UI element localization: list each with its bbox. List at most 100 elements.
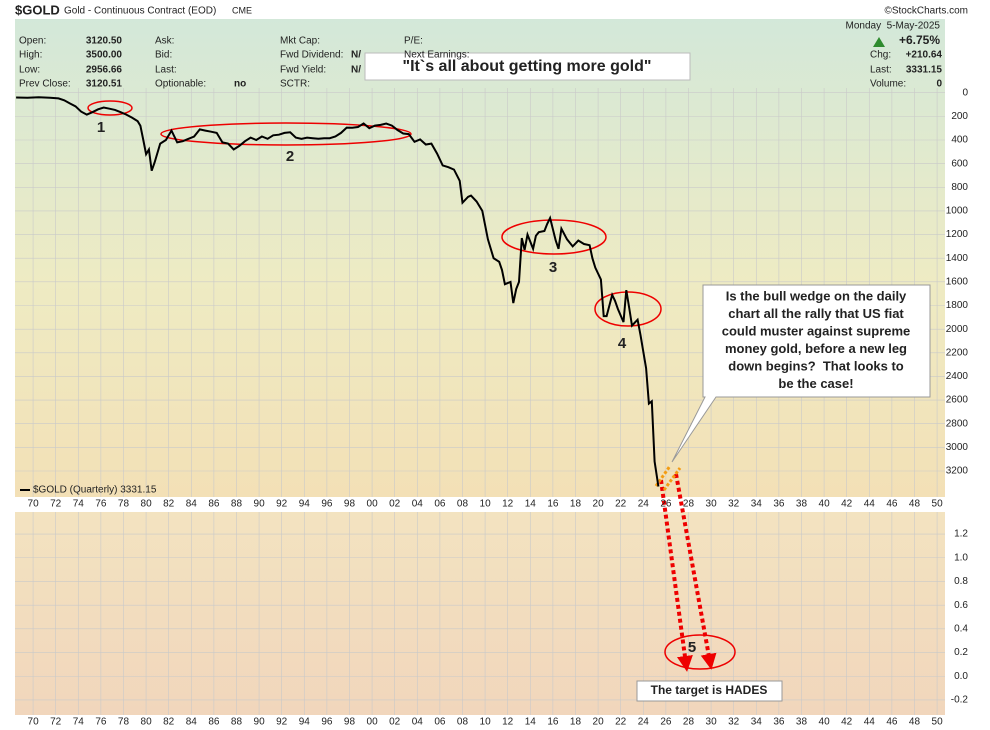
y-tick-label: 400 <box>951 135 968 146</box>
info-value: 3331.15 <box>906 65 943 76</box>
info-label: Optionable: <box>155 79 206 90</box>
y-tick-label: 1200 <box>946 229 969 240</box>
x-tick-label: 86 <box>208 499 220 510</box>
info-value: 2956.66 <box>86 65 123 76</box>
callout-line: be the case! <box>778 376 853 391</box>
y-tick-label: 2200 <box>946 347 969 358</box>
y-tick-label: 3000 <box>946 442 969 453</box>
x-tick-label: 06 <box>434 717 446 728</box>
x-tick-label: 14 <box>525 499 537 510</box>
info-label: Chg: <box>870 50 891 61</box>
info-value: 0 <box>936 79 942 90</box>
x-tick-label: 42 <box>841 717 853 728</box>
x-tick-label: 04 <box>412 499 424 510</box>
info-label: Bid: <box>155 50 172 61</box>
arrow <box>674 473 717 670</box>
y-tick-label: 0.6 <box>954 600 968 611</box>
info-label: SCTR: <box>280 79 310 90</box>
x-tick-label: 46 <box>886 717 898 728</box>
info-label: Open: <box>19 36 46 47</box>
price-line <box>16 96 660 487</box>
quote: "It`s all about getting more gold" <box>403 58 652 75</box>
x-tick-label: 16 <box>547 717 559 728</box>
ellipse <box>87 100 133 116</box>
y-tick-label: 200 <box>951 111 968 122</box>
x-tick-label: 90 <box>254 717 266 728</box>
y-tick-label: 2400 <box>946 371 969 382</box>
label-number: 2 <box>286 148 294 165</box>
x-tick-label: 34 <box>751 717 763 728</box>
x-tick-label: 32 <box>728 717 740 728</box>
x-tick-label: 12 <box>502 717 514 728</box>
x-tick-label: 84 <box>186 717 198 728</box>
legend-entry: $GOLD (Quarterly) 3331.15 <box>33 485 157 496</box>
x-tick-label: 94 <box>299 717 311 728</box>
callout-line: money gold, before a new leg <box>725 341 907 356</box>
label-number: 5 <box>688 639 696 656</box>
ellipse <box>501 219 607 255</box>
callout-line: could muster against supreme <box>722 323 911 338</box>
info-label: Fwd Yield: <box>280 65 326 76</box>
x-tick-label: 46 <box>886 499 898 510</box>
x-tick-label: 00 <box>367 717 379 728</box>
info-label: Ask: <box>155 36 174 47</box>
annotations <box>87 52 931 702</box>
info-label: High: <box>19 50 42 61</box>
x-tick-label: 10 <box>480 499 492 510</box>
y-tick-label: 1000 <box>946 206 969 217</box>
x-tick-label: 78 <box>118 717 130 728</box>
x-tick-label: 34 <box>751 499 763 510</box>
x-tick-label: 38 <box>796 717 808 728</box>
callout-line: chart all the rally that US fiat <box>728 306 904 321</box>
x-tick-label: 02 <box>389 499 401 510</box>
x-tick-label: 30 <box>706 499 718 510</box>
callout-line: down begins? That looks to <box>728 358 904 373</box>
x-tick-label: 98 <box>344 717 356 728</box>
info-label: Fwd Dividend: <box>280 50 343 61</box>
x-tick-label: 50 <box>932 717 944 728</box>
x-tick-label: 26 <box>660 717 672 728</box>
ellipse <box>160 122 412 146</box>
y-tick-label: 600 <box>951 158 968 169</box>
x-tick-label: 72 <box>50 499 62 510</box>
change-pct: +6.75% <box>899 33 940 47</box>
info-label: Mkt Cap: <box>280 36 320 47</box>
label-number: 1 <box>97 119 105 136</box>
x-tick-label: 24 <box>638 499 650 510</box>
x-tick-label: 86 <box>208 717 220 728</box>
grid <box>15 88 945 715</box>
y-tick-label: 2000 <box>946 324 969 335</box>
lower-panel-bg <box>15 512 945 715</box>
x-tick-label: 88 <box>231 499 243 510</box>
x-tick-label: 50 <box>932 499 944 510</box>
y-tick-label: 0.0 <box>954 671 968 682</box>
wedge <box>654 465 672 487</box>
ellipse <box>664 634 736 670</box>
x-tick-label: 04 <box>412 717 424 728</box>
x-tick-label: 38 <box>796 499 808 510</box>
x-tick-label: 44 <box>864 717 876 728</box>
x-tick-label: 18 <box>570 717 582 728</box>
info-value: N/ <box>351 50 361 61</box>
info-value: N/ <box>351 65 361 76</box>
name: Gold - Continuous Contract (EOD) <box>64 6 216 17</box>
ellipse <box>594 291 662 327</box>
x-tick-label: 48 <box>909 717 921 728</box>
up-arrow <box>873 37 885 47</box>
info-label: Next Earnings: <box>404 50 470 61</box>
x-tick-label: 36 <box>773 499 785 510</box>
credit: ©StockCharts.com <box>884 6 968 17</box>
x-tick-label: 32 <box>728 499 740 510</box>
y-tick-label: -0.2 <box>951 695 969 706</box>
x-tick-label: 82 <box>163 717 175 728</box>
x-tick-label: 10 <box>480 717 492 728</box>
arrow <box>659 479 693 672</box>
x-tick-label: 80 <box>141 499 153 510</box>
info-value: 3120.50 <box>86 36 123 47</box>
x-tick-label: 44 <box>864 499 876 510</box>
y-tick-label: 0 <box>962 87 968 98</box>
y-tick-label: 1.0 <box>954 552 968 563</box>
info-label: Last: <box>155 65 177 76</box>
x-tick-label: 70 <box>28 717 40 728</box>
